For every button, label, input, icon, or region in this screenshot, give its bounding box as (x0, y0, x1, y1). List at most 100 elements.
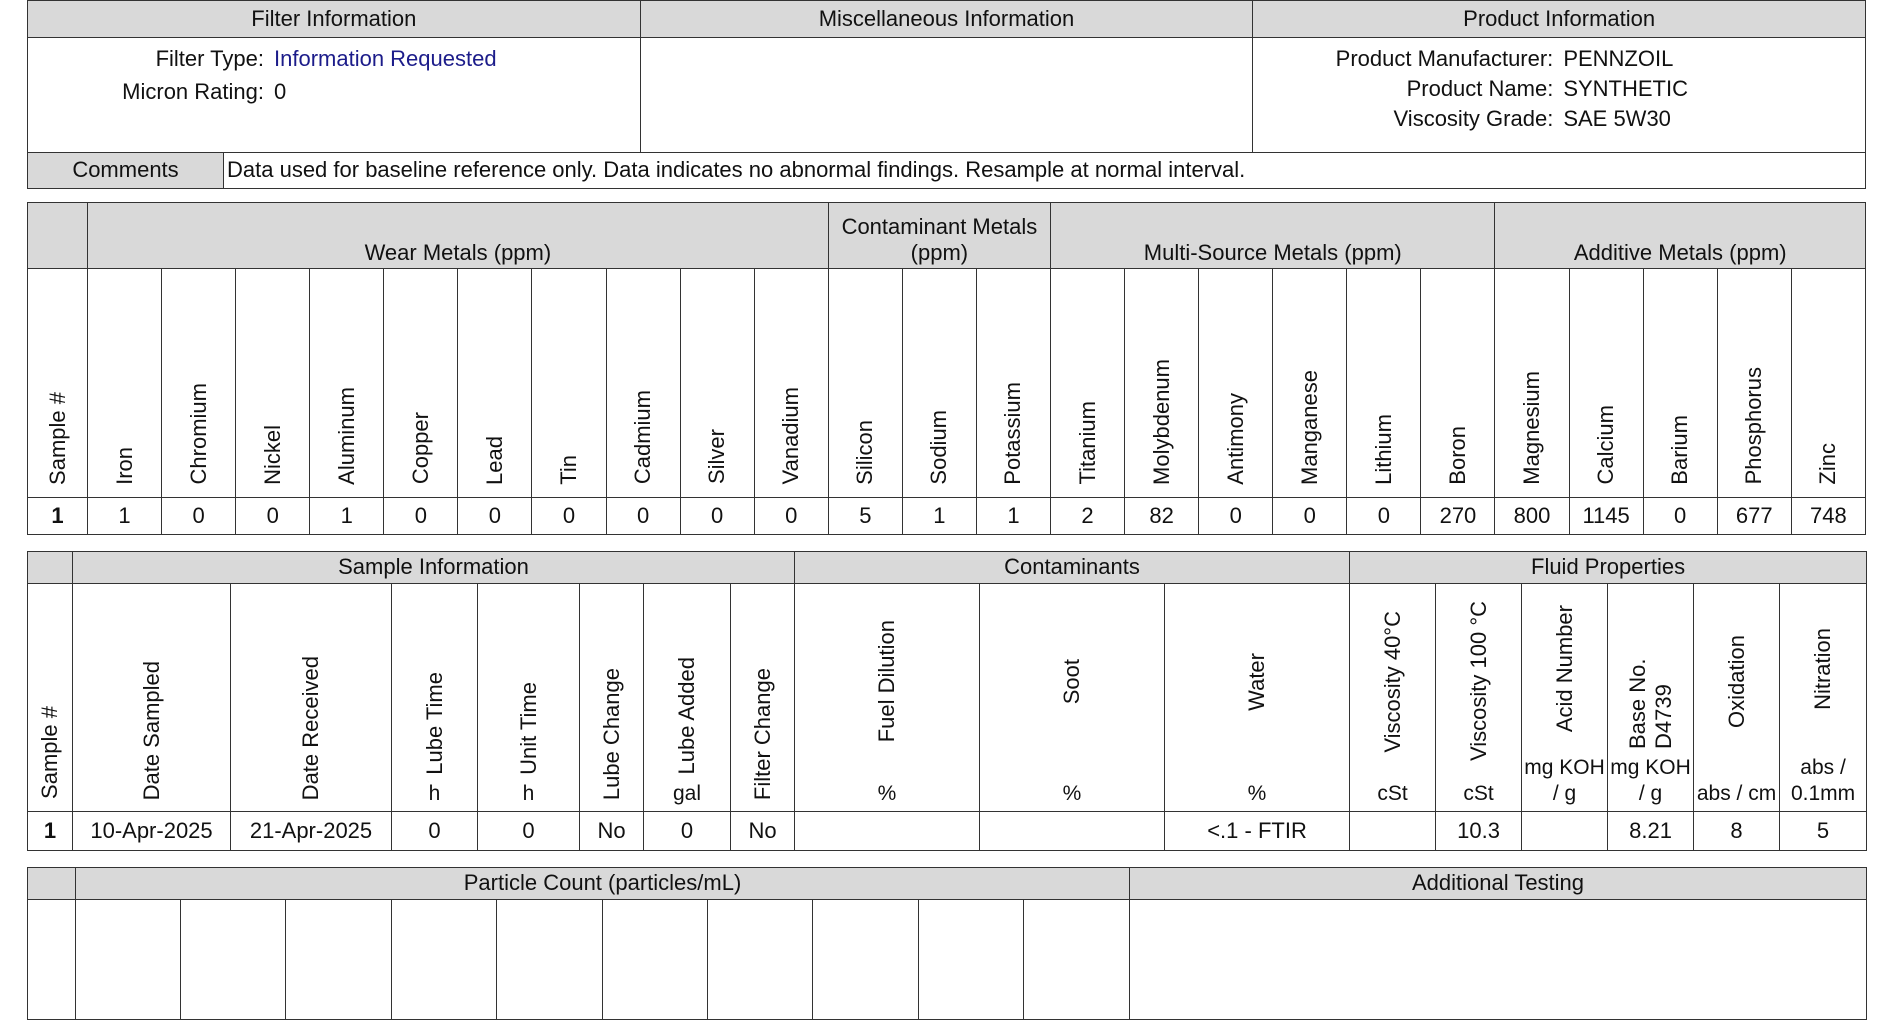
rotated-label: Fuel Dilution (874, 620, 900, 743)
empty-cell (602, 898, 708, 1020)
empty-cell (75, 898, 181, 1020)
column-header: Manganese (1272, 267, 1348, 498)
header-stack: Lube Time h (393, 589, 476, 807)
value-cell: 748 (1790, 496, 1867, 535)
column-header: Potassium (975, 267, 1052, 498)
header-stack: Soot% (981, 589, 1163, 807)
header-stack: Oxidation abs / cm (1695, 589, 1778, 807)
rotated-label: Lithium (1370, 413, 1396, 485)
value-cell: 1 (86, 496, 163, 535)
header-stack: Fuel Dilution% (796, 589, 978, 807)
rotated-label: Base No. D4739 (1624, 658, 1676, 749)
column-header: Soot% (979, 582, 1166, 812)
value-cell: 800 (1494, 496, 1570, 535)
rotated-label: Magnesium (1519, 370, 1545, 485)
sample-number: 1 (27, 810, 73, 851)
column-header: Lead (457, 267, 533, 498)
header-stack: Acid Number mg KOH / g (1523, 589, 1606, 807)
header-stack: Filter Change (732, 589, 793, 807)
rotated-label: Viscosity 40°C (1379, 610, 1405, 753)
corner (27, 201, 88, 269)
value-cell: 0 (391, 810, 478, 851)
value-cell: 10-Apr-2025 (72, 810, 231, 851)
column-header: Zinc (1790, 267, 1867, 498)
unit-label: % (1247, 781, 1267, 805)
empty-cell (180, 898, 286, 1020)
comments-label: Comments (27, 151, 224, 189)
value-cell: 0 (235, 496, 311, 535)
value-cell: 0 (477, 810, 580, 851)
section-title: Miscellaneous Information (639, 0, 1254, 38)
comments-text: Data used for baseline reference only. D… (223, 151, 1866, 189)
name-area: Lube Time (422, 589, 448, 781)
rotated-label: Lube Added (674, 657, 699, 775)
value-cell: 1145 (1568, 496, 1644, 535)
column-header: Antimony (1198, 267, 1274, 498)
unit-label: mg KOH / g (1524, 755, 1605, 805)
header-stack: Water% (1166, 589, 1348, 807)
value-cell: 0 (1642, 496, 1718, 535)
data-row: 1 1 0 0 1 0 0 0 0 0 0 5 1 1 2 82 0 0 0 270 800 1145 0 677 748 (27, 496, 1867, 535)
value-cell: 1 (901, 496, 977, 535)
rotated-label: Boron (1444, 425, 1470, 485)
rotated-label: Silver (704, 429, 730, 485)
filter-fields: Filter Type: Information Requested Micro… (31, 39, 637, 106)
tables: Wear Metals (ppm) Contaminant Metals (ppm… (0, 201, 1900, 1020)
corner (27, 550, 73, 584)
value-cell: 0 (531, 496, 607, 535)
column-header: Iron (86, 267, 163, 498)
header-stack: Date Received (232, 589, 390, 807)
column-header: Lube Time h (391, 582, 478, 812)
rotated-label: Titanium (1074, 400, 1100, 485)
rotated-label: Tin (556, 454, 581, 485)
group-title: Additive Metals (ppm) (1494, 201, 1866, 269)
value-cell: 1 (309, 496, 385, 535)
rotated-label: Sample # (37, 705, 62, 799)
value-cell: 5 (827, 496, 903, 535)
value-cell (1349, 810, 1437, 851)
value-cell: 677 (1716, 496, 1792, 535)
name-area: Date Sampled (139, 589, 165, 807)
value-cell: 0 (605, 496, 681, 535)
value-cell: 8.21 (1607, 810, 1695, 851)
column-header: Unit Time h (477, 582, 580, 812)
name-area: Water (1244, 589, 1270, 781)
header-stack: Lube Change (581, 589, 642, 807)
column-header: Silver (679, 267, 755, 498)
rotated-label: Water (1244, 652, 1270, 711)
section-title: Product Information (1252, 0, 1866, 38)
field-label: Viscosity Grade: (1393, 106, 1554, 131)
field-label: Product Manufacturer: (1335, 46, 1554, 71)
column-header: Calcium (1568, 267, 1644, 498)
rotated-label: Calcium (1593, 405, 1619, 485)
metals-table: Wear Metals (ppm) Contaminant Metals (ppm… (27, 201, 1867, 535)
field-value: SYNTHETIC (1563, 76, 1688, 101)
empty-cell (1129, 898, 1868, 1020)
unit-label: abs / cm (1696, 781, 1777, 805)
value-cell (979, 810, 1166, 851)
column-header: Fuel Dilution% (794, 582, 981, 812)
unit-label: % (877, 781, 897, 805)
rotated-label: Soot (1059, 658, 1085, 705)
misc-body (639, 37, 1254, 153)
group-row: Sample Information Contaminants Fluid Prop… (27, 550, 1868, 584)
value-cell: 0 (643, 810, 731, 851)
rotated-label: Vanadium (778, 387, 804, 485)
empty-cell (1022, 898, 1131, 1020)
field-label: Filter Type: (155, 46, 264, 71)
column-header: Sample # (27, 267, 88, 498)
column-header: Viscosity 40°C cSt (1349, 582, 1437, 812)
group-title: Contaminants (794, 550, 1351, 584)
value-cell: 0 (161, 496, 237, 535)
rotated-label: Aluminum (333, 386, 359, 485)
value-cell: No (579, 810, 644, 851)
value-cell: 0 (1346, 496, 1422, 535)
value-cell: 0 (383, 496, 459, 535)
column-header: Silicon (827, 267, 903, 498)
name-area: Base No. D4739 (1625, 589, 1677, 755)
empty-cell (812, 898, 919, 1020)
particles-table: Particle Count (particles/mL) Additional … (27, 866, 1868, 1020)
column-header: Date Received (230, 582, 392, 812)
empty-cell (391, 898, 497, 1020)
rotated-label: Filter Change (749, 668, 775, 801)
